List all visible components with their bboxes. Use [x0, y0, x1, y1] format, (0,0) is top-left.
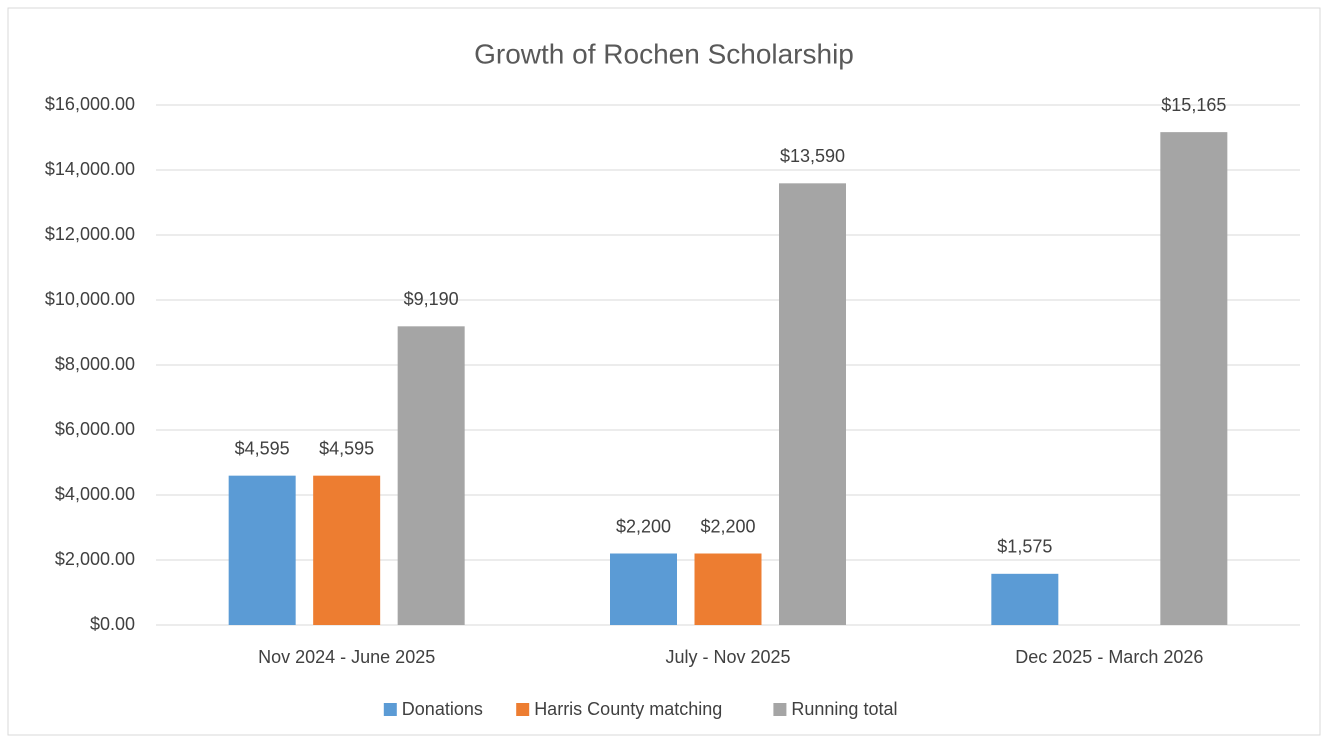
bar [1160, 132, 1228, 625]
x-tick-label: Nov 2024 - June 2025 [258, 647, 435, 667]
data-label: $4,595 [235, 438, 290, 458]
legend-label: Harris County matching [534, 699, 722, 719]
chart-border [7, 7, 1321, 736]
y-tick-label: $10,000.00 [45, 289, 135, 309]
x-tick-label: July - Nov 2025 [665, 647, 790, 667]
bar [397, 326, 465, 625]
legend-swatch [383, 703, 397, 716]
bar [779, 183, 846, 625]
bar [694, 553, 762, 625]
y-tick-label: $0.00 [90, 614, 135, 634]
data-label: $13,590 [780, 146, 845, 166]
bar [991, 573, 1059, 625]
chart-title: Growth of Rochen Scholarship [474, 38, 854, 69]
data-label: $15,165 [1161, 95, 1226, 115]
y-tick-label: $6,000.00 [55, 419, 135, 439]
bar [228, 475, 296, 625]
legend-swatch [773, 703, 787, 716]
bar [610, 553, 677, 625]
data-label: $9,190 [404, 289, 459, 309]
y-tick-label: $4,000.00 [55, 484, 135, 504]
legend-label: Running total [791, 699, 897, 719]
legend-swatch [516, 703, 530, 716]
data-label: $2,200 [700, 516, 755, 536]
y-tick-label: $8,000.00 [55, 354, 135, 374]
legend-label: Donations [402, 699, 483, 719]
y-tick-label: $16,000.00 [45, 94, 135, 114]
data-label: $4,595 [319, 438, 374, 458]
x-tick-label: Dec 2025 - March 2026 [1015, 647, 1203, 667]
bar [313, 475, 381, 625]
data-label: $1,575 [997, 537, 1052, 557]
y-tick-label: $14,000.00 [45, 159, 135, 179]
y-tick-label: $2,000.00 [55, 549, 135, 569]
data-label: $2,200 [616, 516, 671, 536]
y-tick-label: $12,000.00 [45, 224, 135, 244]
